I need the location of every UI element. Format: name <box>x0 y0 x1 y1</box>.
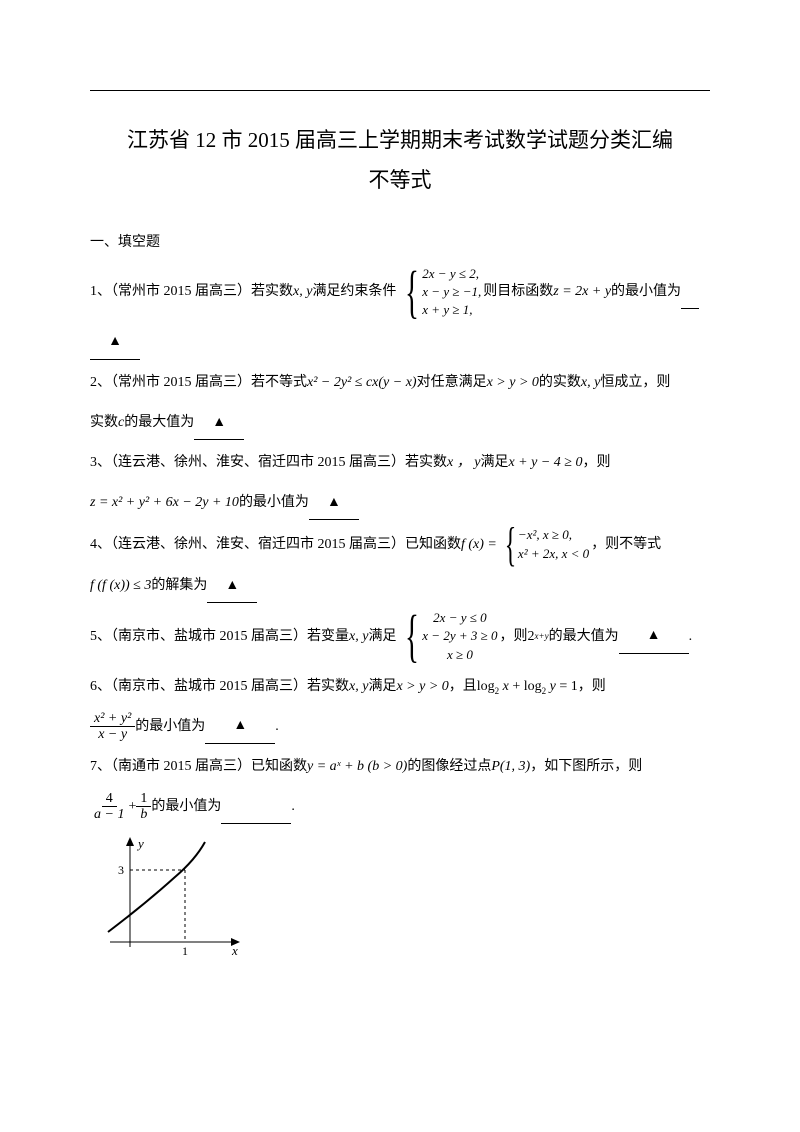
q1-var: x, y <box>293 275 312 309</box>
section-heading: 一、填空题 <box>90 231 710 251</box>
q6-blank: ▲ <box>205 709 275 744</box>
q3-prefix: 3、（连云港、徐州、淮安、宿迁四市 2015 届高三）若实数 <box>90 446 447 480</box>
q2-after: 的实数 <box>539 366 581 400</box>
q1-blank-row: ▲ <box>90 325 710 360</box>
graph-y-label: y <box>136 836 144 851</box>
q7-blank <box>221 790 291 825</box>
graph-x-label: x <box>231 943 238 958</box>
q2-var: x, y <box>581 366 600 400</box>
q4-system: { −x², x ≥ 0, x² + 2x, x < 0 <box>499 526 589 562</box>
q4-l2b: 的解集为 <box>151 569 207 603</box>
q7-mid: 的图像经过点 <box>407 750 491 784</box>
top-rule <box>90 90 710 91</box>
question-6-line2: x² + y² x − y 的最小值为 ▲ . <box>90 709 710 744</box>
q7-prefix: 7、（南通市 2015 届高三）已知函数 <box>90 750 307 784</box>
question-4-line2: f (f (x)) ≤ 3 的解集为 ▲ <box>90 569 710 604</box>
q3-mid: 满足 <box>480 446 508 480</box>
question-7: 7、（南通市 2015 届高三）已知函数 y = aˣ + b (b > 0) … <box>90 750 710 784</box>
q6-period: . <box>275 710 279 744</box>
q5-expr: 2 <box>528 620 535 654</box>
graph-ytick: 3 <box>118 863 124 877</box>
q5-system: { 2x − y ≤ 0 x − 2y + 3 ≥ 0 x ≥ 0 <box>398 609 497 664</box>
question-3: 3、（连云港、徐州、淮安、宿迁四市 2015 届高三）若实数 x ， y 满足 … <box>90 446 710 480</box>
title-line1: 江苏省 12 市 2015 届高三上学期期末考试数学试题分类汇编 <box>90 121 710 161</box>
q7-l2b: 的最小值为 <box>151 790 221 824</box>
q2-blank: ▲ <box>194 406 244 441</box>
q6-var: x, y <box>349 670 368 704</box>
q5-period: . <box>689 620 693 654</box>
q3-var: x ， y <box>447 446 480 480</box>
q2-expr1: x² − 2y² ≤ cx(y − x) <box>307 366 417 400</box>
q7-plus: + <box>128 790 136 824</box>
question-4: 4、（连云港、徐州、淮安、宿迁四市 2015 届高三）已知函数 f (x) = … <box>90 526 710 562</box>
q6-l2b: 的最小值为 <box>135 710 205 744</box>
q2-tail1: 恒成立，则 <box>600 366 670 400</box>
q3-l2a: z = x² + y² + 6x − 2y + 10 <box>90 486 239 520</box>
q7-dot: . <box>291 790 295 824</box>
question-2-line2: 实数 c 的最大值为 ▲ <box>90 406 710 441</box>
q1-prefix: 1、（常州市 2015 届高三）若实数 <box>90 275 293 309</box>
q2-prefix: 2、（常州市 2015 届高三）若不等式 <box>90 366 307 400</box>
q6-expr1: x > y > 0 <box>396 670 448 704</box>
q3-blank: ▲ <box>309 486 359 521</box>
q3-tail: ，则 <box>582 446 610 480</box>
q1-system: { 2x − y ≤ 2, x − y ≥ −1, x + y ≥ 1, <box>398 265 481 320</box>
q3-expr: x + y − 4 ≥ 0 <box>508 446 582 480</box>
q5-prefix: 5、（南京市、盐城市 2015 届高三）若变量 <box>90 620 349 654</box>
q4-tail: ，则不等式 <box>591 528 661 562</box>
q6-mid2: ，且 <box>449 670 477 704</box>
q6-expr2: log2 x + log2 y = 1 <box>477 670 578 704</box>
q4-l2a: f (f (x)) ≤ 3 <box>90 569 151 603</box>
q1-expr: z = 2x + y <box>553 275 611 309</box>
question-1: 1、（常州市 2015 届高三）若实数 x, y 满足约束条件 { 2x − y… <box>90 265 710 320</box>
q1-tail: 的最小值为 <box>611 275 681 309</box>
q7-graph: y 3 1 x <box>100 832 710 967</box>
q1-blank-trail <box>681 275 699 310</box>
q6-frac: x² + y² x − y <box>90 711 135 743</box>
q6-tail: ，则 <box>578 670 606 704</box>
question-5: 5、（南京市、盐城市 2015 届高三）若变量 x, y 满足 { 2x − y… <box>90 609 710 664</box>
q1-after: 则目标函数 <box>483 275 553 309</box>
q2-mid: 对任意满足 <box>417 366 487 400</box>
title-line2: 不等式 <box>90 161 710 201</box>
q2-expr2: x > y > 0 <box>487 366 539 400</box>
q5-after: ，则 <box>500 620 528 654</box>
q7-expr1: y = aˣ + b (b > 0) <box>307 750 407 784</box>
q7-frac1: 4 a − 1 <box>90 791 128 823</box>
q3-l2b: 的最小值为 <box>239 486 309 520</box>
question-6: 6、（南京市、盐城市 2015 届高三）若实数 x, y 满足 x > y > … <box>90 670 710 704</box>
q4-fn: f (x) = <box>461 528 497 562</box>
q5-sup: x+y <box>535 626 549 648</box>
q5-tail: 的最大值为 <box>549 620 619 654</box>
q4-prefix: 4、（连云港、徐州、淮安、宿迁四市 2015 届高三）已知函数 <box>90 528 461 562</box>
q7-tail: ，如下图所示，则 <box>530 750 642 784</box>
q6-prefix: 6、（南京市、盐城市 2015 届高三）若实数 <box>90 670 349 704</box>
q2-l2a: 实数 <box>90 406 118 440</box>
q5-var: x, y <box>349 620 368 654</box>
q5-mid: 满足 <box>368 620 396 654</box>
q7-pt: P(1, 3) <box>491 750 530 784</box>
question-2: 2、（常州市 2015 届高三）若不等式 x² − 2y² ≤ cx(y − x… <box>90 366 710 400</box>
q1-mid: 满足约束条件 <box>312 275 396 309</box>
q7-frac2: 1 b <box>136 791 151 823</box>
question-7-line2: 4 a − 1 + 1 b 的最小值为 . <box>90 790 710 825</box>
question-3-line2: z = x² + y² + 6x − 2y + 10 的最小值为 ▲ <box>90 486 710 521</box>
q1-blank: ▲ <box>90 325 140 360</box>
q5-blank: ▲ <box>619 619 689 654</box>
q6-mid: 满足 <box>368 670 396 704</box>
graph-xtick: 1 <box>182 944 188 958</box>
q2-l2c: 的最大值为 <box>124 406 194 440</box>
q4-blank: ▲ <box>207 569 257 604</box>
